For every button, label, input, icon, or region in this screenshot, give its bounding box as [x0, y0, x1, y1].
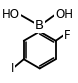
Text: I: I	[11, 62, 15, 75]
Text: B: B	[35, 19, 44, 32]
Text: F: F	[64, 29, 70, 42]
Text: OH: OH	[55, 8, 73, 21]
Text: HO: HO	[2, 8, 20, 21]
